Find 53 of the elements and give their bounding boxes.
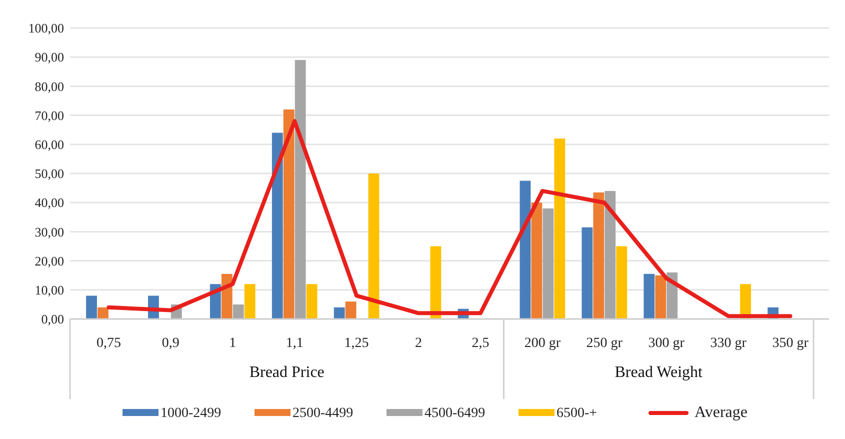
x-tick-label: 250 gr [586, 336, 623, 351]
bar [582, 227, 593, 319]
bar [294, 60, 306, 319]
bar [345, 302, 356, 319]
bar [244, 284, 256, 319]
y-tick-label: 10,00 [34, 282, 64, 298]
x-tick-label: 1,1 [286, 336, 304, 351]
x-tick-label: 2 [415, 336, 422, 351]
bar [306, 284, 318, 319]
bar [542, 208, 554, 319]
bar [616, 246, 628, 319]
y-tick-label: 40,00 [34, 195, 64, 210]
legend-label: 1000-2499 [160, 406, 222, 421]
y-tick-label: 80,00 [34, 78, 64, 94]
bar [531, 202, 542, 319]
bar [86, 296, 97, 319]
y-tick-label: 70,00 [34, 108, 64, 123]
bar [98, 307, 108, 319]
x-tick-label: 0,9 [162, 336, 180, 351]
y-tick-label: 60,00 [34, 136, 64, 152]
x-tick-label: 330 gr [710, 336, 747, 351]
y-tick-label: 20,00 [34, 253, 64, 268]
y-tick-label: 0,00 [41, 312, 64, 327]
text: Bread Price [249, 364, 324, 381]
bar [368, 174, 380, 319]
y-tick-label: 90,00 [34, 50, 64, 65]
x-tick-label: 200 gr [524, 336, 561, 351]
x-tick-label: 300 gr [648, 336, 685, 351]
bar [604, 190, 616, 319]
x-tick-label: 1 [229, 336, 236, 351]
text: Bread Weight [614, 364, 704, 381]
x-tick-label: 1,25 [344, 336, 369, 351]
line-series [106, 119, 792, 318]
legend-label: 6500-+ [556, 406, 598, 421]
legend-label: 2500-4499 [292, 406, 354, 421]
bar [232, 304, 244, 319]
y-tick-label: 30,00 [34, 224, 64, 240]
x-tick-label: 350 gr [772, 336, 809, 351]
x-tick-label: 0,75 [96, 336, 121, 351]
y-tick-label: 100,00 [28, 20, 64, 36]
legend-label: Average [694, 404, 748, 421]
bar [430, 246, 442, 319]
bar [554, 138, 566, 319]
bar [334, 307, 345, 319]
bar [644, 274, 655, 319]
bar [272, 132, 283, 319]
x-tick-label: 2,5 [472, 336, 490, 351]
bar [593, 192, 604, 319]
bar [655, 275, 666, 319]
y-tick-label: 50,00 [34, 166, 64, 182]
bar [520, 180, 531, 319]
legend-label: 4500-6499 [424, 406, 486, 421]
bar [283, 109, 294, 319]
